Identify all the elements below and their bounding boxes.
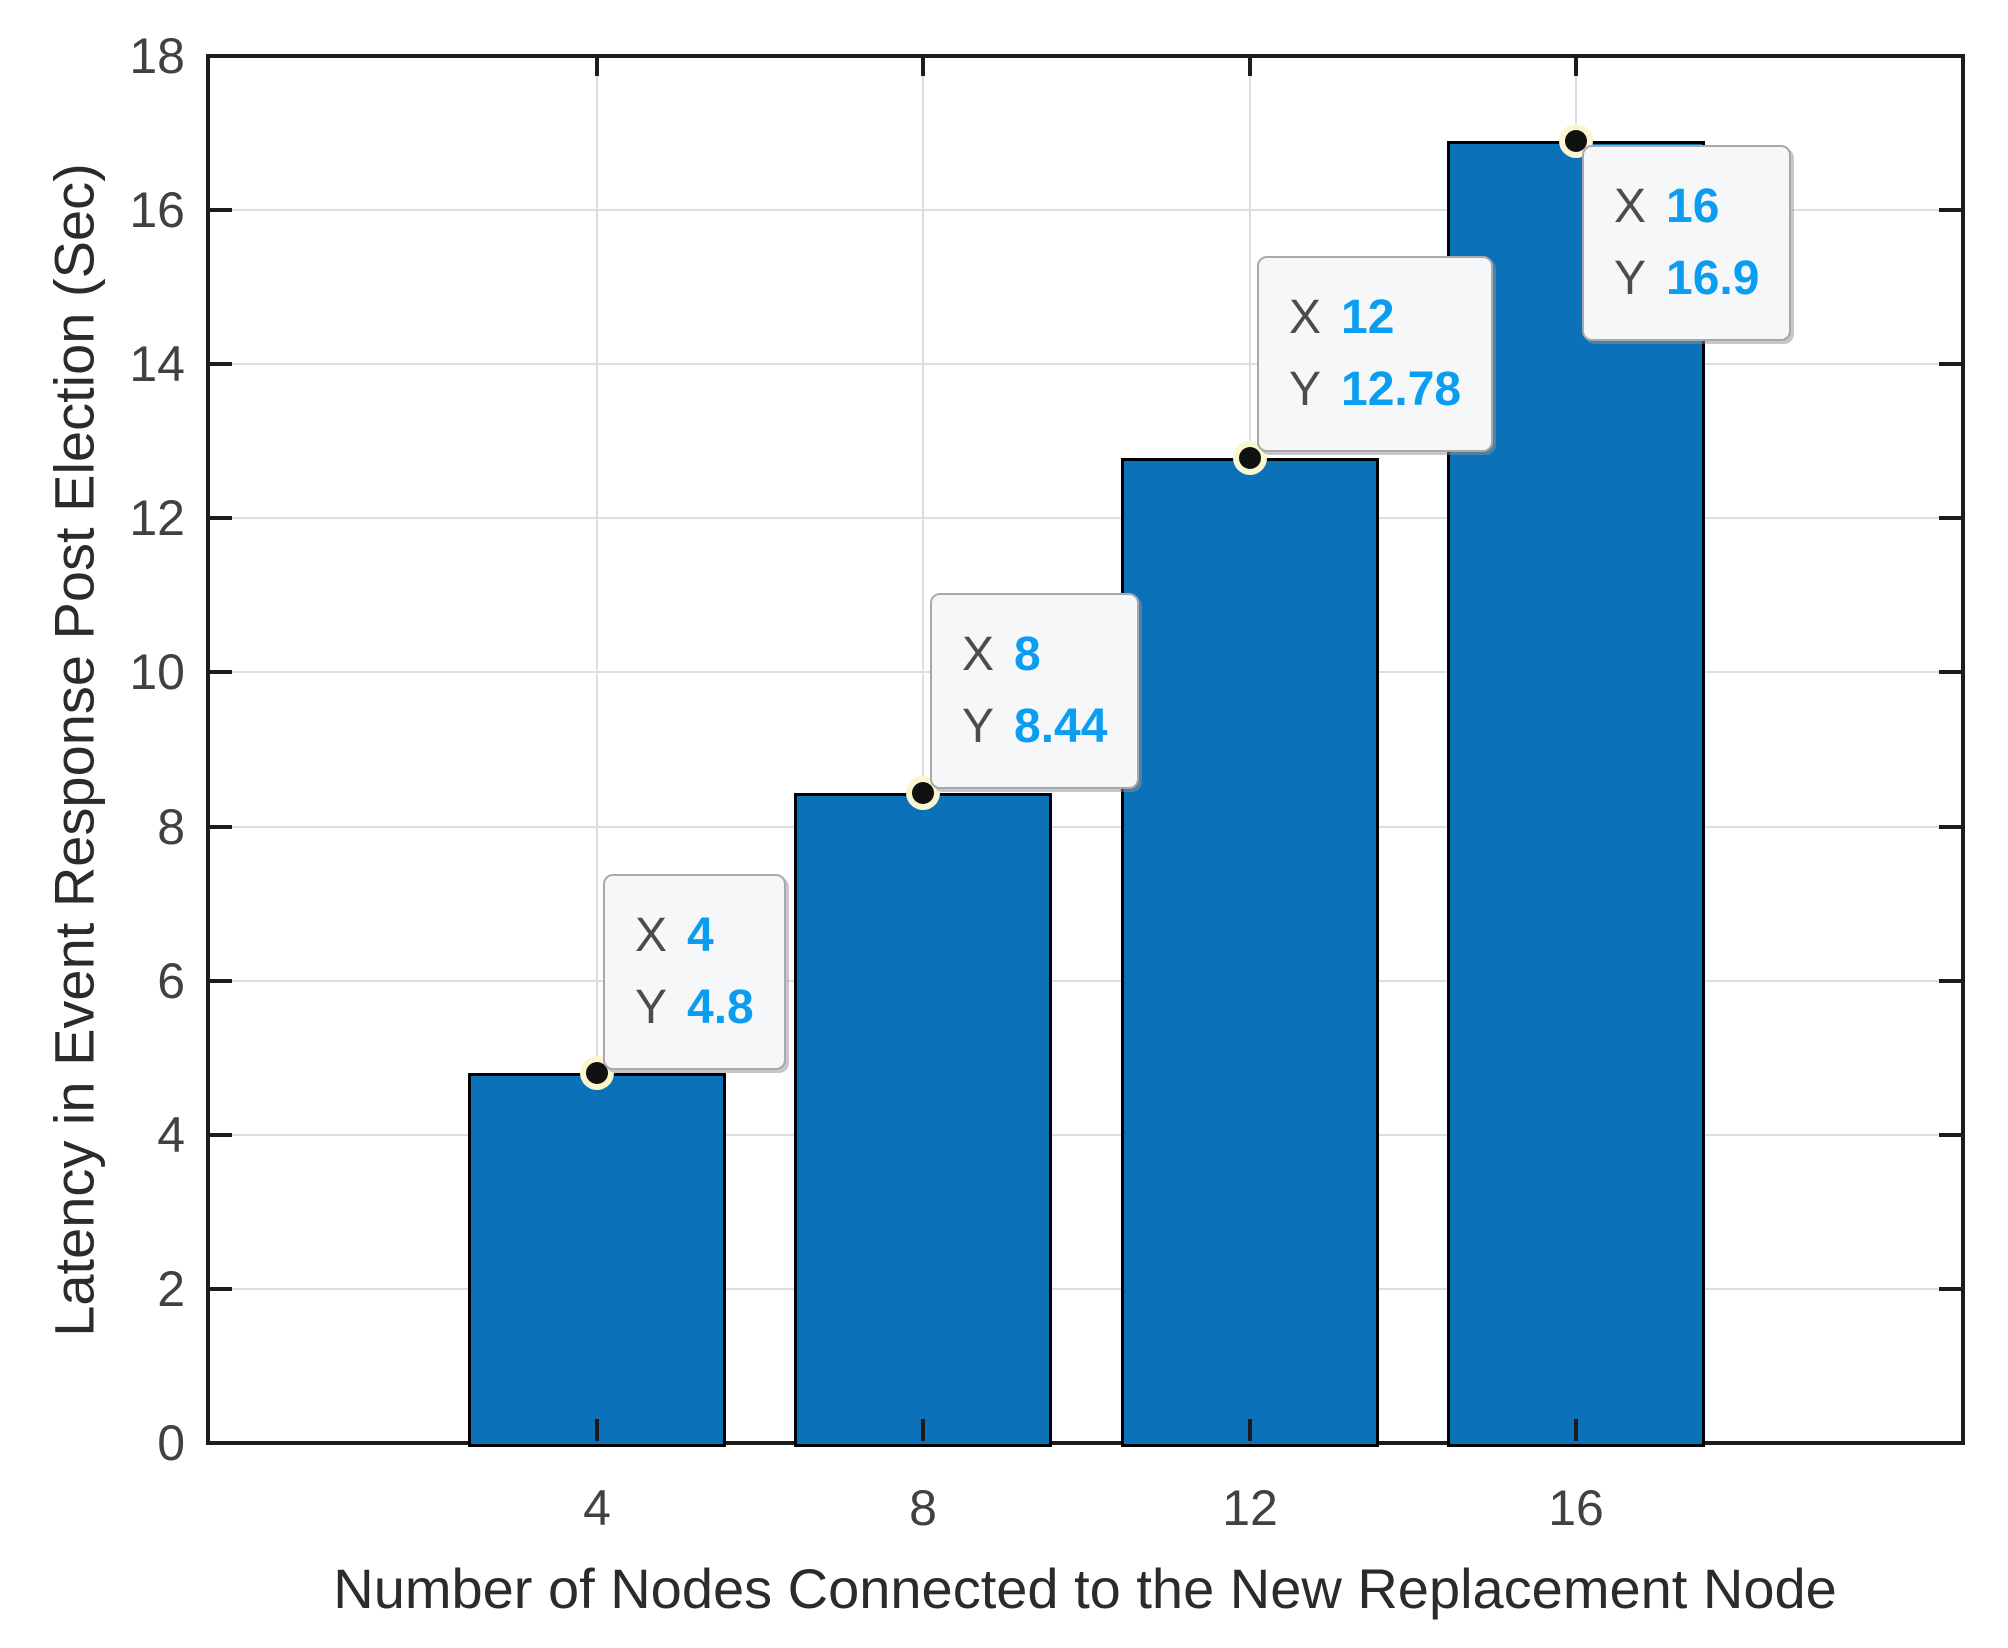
y-tick-mark	[210, 516, 232, 520]
x-tick-mark-top	[1574, 58, 1578, 76]
y-tick-label: 6	[157, 953, 185, 1009]
datatip-value: 8.44	[1014, 700, 1108, 753]
datatip-row: X 16	[1614, 171, 1759, 243]
x-tick-label: 16	[1548, 1480, 1604, 1536]
bar-x12[interactable]	[1121, 458, 1379, 1447]
y-tick-mark-right	[1939, 670, 1961, 674]
x-tick-label: 12	[1222, 1480, 1278, 1536]
y-tick-label: 14	[129, 336, 185, 392]
datatip-marker[interactable]	[912, 782, 934, 804]
datatip-axis-letter: Y	[1614, 252, 1647, 305]
datatip-row: Y 4.8	[635, 972, 754, 1044]
datatip-value: 16.9	[1666, 252, 1760, 305]
y-tick-mark	[210, 1133, 232, 1137]
datatip-value: 8	[1014, 628, 1041, 681]
y-tick-mark	[210, 208, 232, 212]
gridline-horizontal	[210, 980, 1961, 982]
datatip-axis-letter: Y	[1289, 363, 1322, 416]
x-tick-mark	[1248, 1419, 1252, 1441]
y-tick-label: 16	[129, 182, 185, 238]
y-tick-mark-right	[1939, 208, 1961, 212]
gridline-horizontal	[210, 363, 1961, 365]
datatip-marker[interactable]	[586, 1062, 608, 1084]
y-tick-label: 18	[129, 28, 185, 84]
gridline-vertical	[596, 58, 598, 1441]
y-tick-mark-right	[1939, 516, 1961, 520]
y-tick-label: 2	[157, 1261, 185, 1317]
gridline-horizontal	[210, 1288, 1961, 1290]
y-tick-mark	[210, 825, 232, 829]
y-tick-mark-right	[1939, 825, 1961, 829]
datatip-marker[interactable]	[1565, 130, 1587, 152]
y-tick-mark	[210, 362, 232, 366]
gridline-horizontal	[210, 826, 1961, 828]
x-axis-label: Number of Nodes Connected to the New Rep…	[333, 1557, 1837, 1620]
y-tick-label: 0	[157, 1415, 185, 1471]
datatip-value: 16	[1666, 180, 1720, 233]
datatip-row: Y 16.9	[1614, 243, 1759, 315]
gridline-horizontal	[210, 517, 1961, 519]
x-tick-mark-top	[595, 58, 599, 76]
x-tick-mark	[921, 1419, 925, 1441]
y-tick-mark-right	[1939, 979, 1961, 983]
bar-x8[interactable]	[794, 793, 1052, 1447]
gridline-vertical	[922, 58, 924, 1441]
datatip-row: Y 12.78	[1289, 354, 1461, 426]
y-tick-label: 8	[157, 799, 185, 855]
y-tick-mark-right	[1939, 1287, 1961, 1291]
datatip-marker[interactable]	[1239, 447, 1261, 469]
y-tick-label: 10	[129, 644, 185, 700]
datatip-axis-letter: X	[1614, 180, 1647, 233]
datatip-axis-letter: X	[1289, 291, 1322, 344]
x-tick-mark	[595, 1419, 599, 1441]
datatip-value: 12	[1341, 291, 1395, 344]
datatip-axis-letter: Y	[962, 700, 995, 753]
datatip[interactable]: X 16 Y 16.9	[1582, 145, 1792, 341]
y-tick-mark-right	[1939, 362, 1961, 366]
x-tick-label: 4	[583, 1480, 611, 1536]
y-tick-mark-right	[1939, 1133, 1961, 1137]
datatip-row: X 12	[1289, 282, 1461, 354]
datatip-axis-letter: Y	[635, 981, 668, 1034]
y-tick-label: 12	[129, 490, 185, 546]
datatip[interactable]: X 8 Y 8.44	[930, 593, 1140, 789]
x-tick-mark	[1574, 1419, 1578, 1441]
y-tick-label: 4	[157, 1107, 185, 1163]
datatip-row: Y 8.44	[962, 691, 1107, 763]
datatip[interactable]: X 4 Y 4.8	[603, 874, 786, 1070]
x-tick-mark-top	[1248, 58, 1252, 76]
y-tick-mark	[210, 670, 232, 674]
gridline-horizontal	[210, 209, 1961, 211]
y-tick-mark	[210, 1287, 232, 1291]
datatip-axis-letter: X	[962, 628, 995, 681]
gridline-horizontal	[210, 1134, 1961, 1136]
datatip-value: 4.8	[687, 981, 754, 1034]
x-tick-mark-top	[921, 58, 925, 76]
datatip-axis-letter: X	[635, 909, 668, 962]
datatip-value: 12.78	[1341, 363, 1462, 416]
datatip-value: 4	[687, 909, 714, 962]
y-tick-mark	[210, 979, 232, 983]
x-tick-label: 8	[909, 1480, 937, 1536]
bar-x4[interactable]	[468, 1073, 726, 1447]
datatip[interactable]: X 12 Y 12.78	[1257, 256, 1494, 452]
